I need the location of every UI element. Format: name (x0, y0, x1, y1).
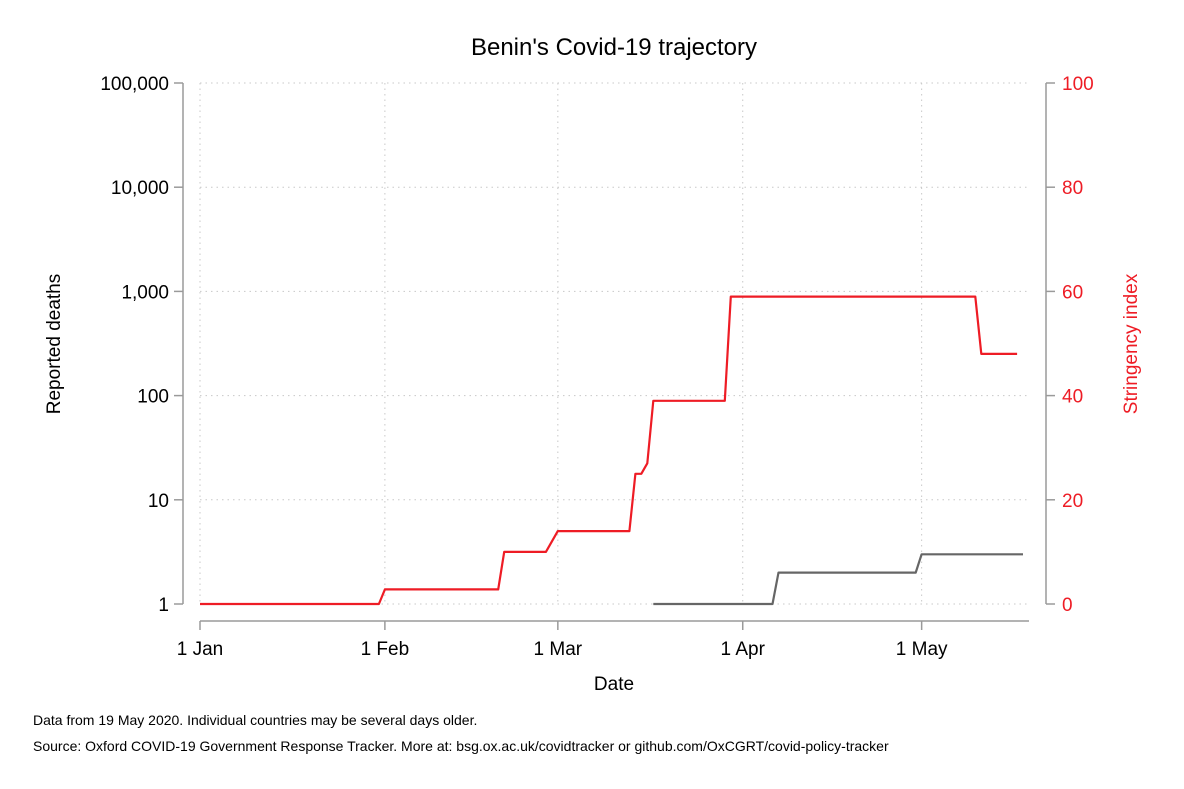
series-lines (200, 295, 1023, 606)
stringency-line (200, 295, 1018, 606)
deaths-line (653, 553, 1023, 606)
x-tick-label: 1 Feb (361, 639, 410, 660)
y-right-axis-label: Stringency index (1121, 273, 1142, 414)
gridlines (199, 82, 1029, 605)
y-right-tick-label: 20 (1062, 491, 1083, 512)
y-left-tick-label: 1 (158, 595, 169, 616)
axes: 1 10 100 1,000 10,000 100,000 0 20 40 60 80 100 1 Ja… (100, 74, 1093, 660)
y-left-tick-label: 10 (148, 491, 169, 512)
y-left-tick-label: 100,000 (100, 74, 169, 95)
y-right-tick-label: 100 (1062, 74, 1094, 95)
x-tick-label: 1 Jan (177, 639, 223, 660)
y-left-tick-label: 1,000 (121, 282, 169, 303)
y-left-tick-label: 10,000 (111, 178, 169, 199)
y-right-tick-label: 80 (1062, 178, 1083, 199)
y-right-tick-label: 0 (1062, 595, 1073, 616)
y-right-tick-label: 40 (1062, 387, 1083, 408)
x-tick-label: 1 Mar (534, 639, 583, 660)
y-right-tick-label: 60 (1062, 282, 1083, 303)
source-note: Source: Oxford COVID-19 Government Respo… (33, 738, 889, 754)
y-left-tick-label: 100 (137, 387, 169, 408)
chart-title: Benin's Covid-19 trajectory (471, 34, 757, 61)
x-tick-label: 1 Apr (721, 639, 766, 660)
x-axis-label: Date (594, 674, 634, 695)
data-date-note: Data from 19 May 2020. Individual countr… (33, 712, 478, 728)
y-left-axis-label: Reported deaths (44, 274, 65, 415)
x-tick-label: 1 May (896, 639, 948, 660)
